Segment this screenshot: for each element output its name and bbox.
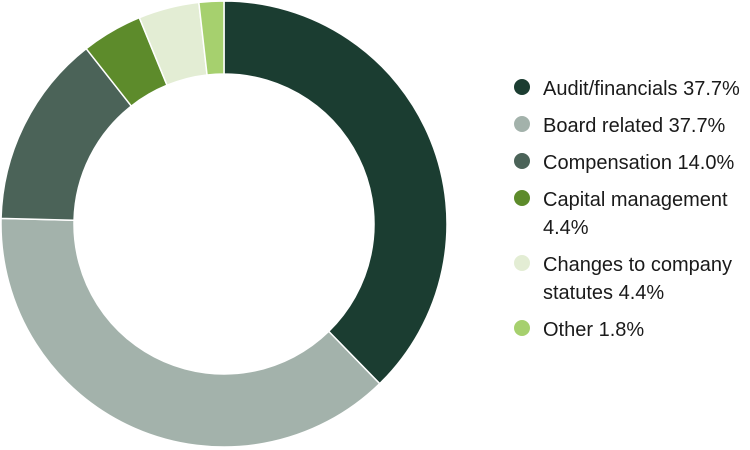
legend-item-0: Audit/financials 37.7% xyxy=(514,75,746,103)
legend-label-1: Board related 37.7% xyxy=(543,115,726,137)
legend-label-5: Other 1.8% xyxy=(543,319,645,341)
legend-item-1: Board related 37.7% xyxy=(514,112,746,140)
legend-item-5: Other 1.8% xyxy=(514,316,746,344)
legend-swatch-1 xyxy=(514,116,530,132)
legend-swatch-0 xyxy=(514,79,530,95)
legend-label-2: Compensation 14.0% xyxy=(543,152,735,174)
legend-swatch-5 xyxy=(514,320,530,336)
legend-label-4: Changes to company statutes 4.4% xyxy=(543,254,733,304)
chart-legend: Audit/financials 37.7% Board related 37.7… xyxy=(514,75,746,353)
legend-swatch-3 xyxy=(514,190,530,206)
donut-slices xyxy=(0,0,448,448)
legend-swatch-4 xyxy=(514,255,530,271)
legend-label-3: Capital management 4.4% xyxy=(543,189,728,239)
donut-slice-5 xyxy=(198,0,225,76)
legend-swatch-2 xyxy=(514,153,530,169)
legend-item-4: Changes to company statutes 4.4% xyxy=(514,251,746,307)
legend-item-3: Capital management 4.4% xyxy=(514,186,746,242)
legend-label-0: Audit/financials 37.7% xyxy=(543,78,740,100)
donut-slice-0 xyxy=(223,0,448,385)
donut-slice-1 xyxy=(0,217,381,448)
legend-item-2: Compensation 14.0% xyxy=(514,149,746,177)
